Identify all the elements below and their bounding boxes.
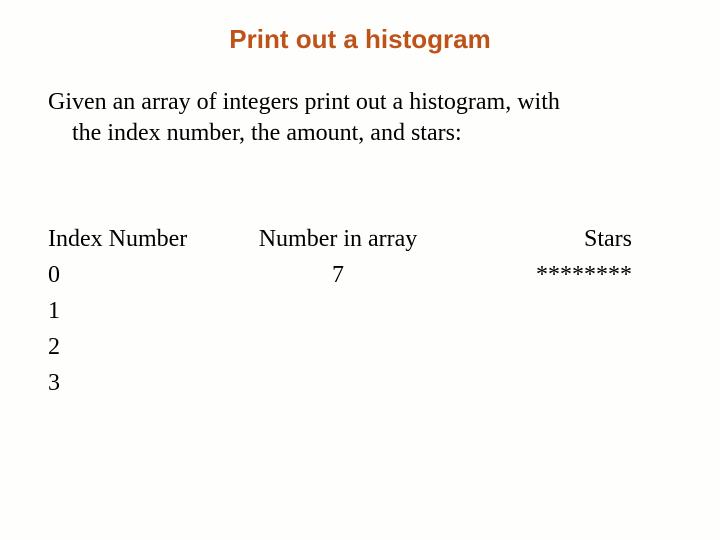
cell-stars: [448, 293, 672, 329]
cell-number: [228, 293, 448, 329]
cell-number: [228, 329, 448, 365]
histogram-table: Index Number Number in array Stars 0 7 *…: [48, 221, 672, 401]
cell-index: 1: [48, 293, 228, 329]
cell-number: 7: [228, 257, 448, 293]
table-row: 0 7 ********: [48, 257, 672, 293]
table-row: 2: [48, 329, 672, 365]
body-text: Given an array of integers print out a h…: [48, 87, 672, 149]
cell-index: 0: [48, 257, 228, 293]
cell-stars: [448, 329, 672, 365]
cell-stars: [448, 365, 672, 401]
table-row: 1: [48, 293, 672, 329]
body-line-2: the index number, the amount, and stars:: [48, 118, 672, 149]
cell-stars: ********: [448, 257, 672, 293]
slide-title: Print out a histogram: [48, 24, 672, 55]
header-stars: Stars: [448, 221, 672, 257]
table-header-row: Index Number Number in array Stars: [48, 221, 672, 257]
slide: Print out a histogram Given an array of …: [0, 0, 720, 540]
cell-index: 3: [48, 365, 228, 401]
cell-index: 2: [48, 329, 228, 365]
body-line-1: Given an array of integers print out a h…: [48, 87, 672, 118]
table-row: 3: [48, 365, 672, 401]
header-index: Index Number: [48, 221, 228, 257]
cell-number: [228, 365, 448, 401]
header-number: Number in array: [228, 221, 448, 257]
